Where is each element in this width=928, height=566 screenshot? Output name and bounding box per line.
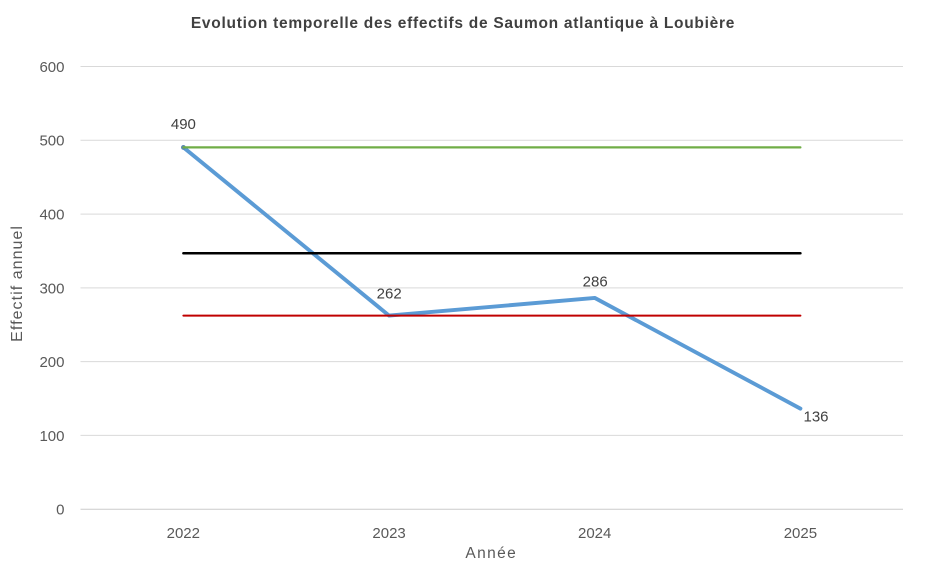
svg-text:2024: 2024: [578, 525, 611, 542]
svg-text:600: 600: [39, 59, 64, 76]
svg-text:100: 100: [39, 428, 64, 445]
svg-text:286: 286: [583, 273, 608, 290]
svg-text:0: 0: [56, 502, 64, 519]
svg-text:300: 300: [39, 280, 64, 297]
svg-text:500: 500: [39, 133, 64, 150]
svg-text:490: 490: [171, 116, 196, 133]
svg-text:200: 200: [39, 354, 64, 371]
svg-text:2022: 2022: [167, 525, 200, 542]
svg-text:Evolution temporelle des effec: Evolution temporelle des effectifs de Sa…: [191, 15, 735, 32]
svg-text:136: 136: [804, 409, 829, 426]
svg-text:Effectif annuel: Effectif annuel: [9, 225, 26, 342]
svg-text:262: 262: [377, 286, 402, 303]
svg-text:2023: 2023: [372, 525, 405, 542]
svg-text:2025: 2025: [784, 525, 817, 542]
svg-text:Année: Année: [465, 545, 517, 562]
svg-text:400: 400: [39, 207, 64, 224]
